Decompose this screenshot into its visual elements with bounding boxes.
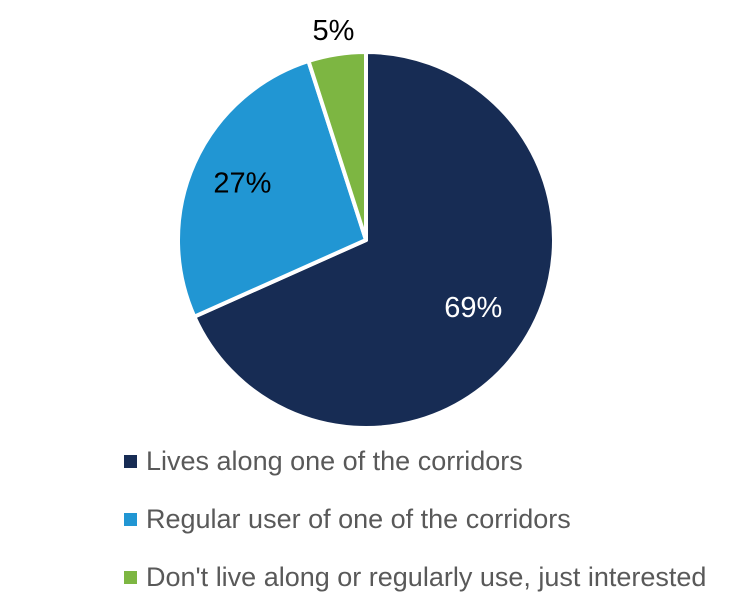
pie-slice-0 bbox=[192, 50, 556, 430]
legend-label-0: Lives along one of the corridors bbox=[146, 445, 523, 476]
legend-swatch-1 bbox=[124, 512, 137, 526]
pie-slices bbox=[176, 50, 556, 430]
legend-label-2: Don't live along or regularly use, just … bbox=[146, 561, 707, 592]
pie-data-label-1: 27% bbox=[213, 167, 271, 199]
legend-item-2: Don't live along or regularly use, just … bbox=[124, 548, 706, 606]
pie-data-label-0: 69% bbox=[444, 292, 502, 324]
legend-swatch-2 bbox=[124, 570, 137, 584]
pie-slice-2 bbox=[306, 50, 368, 242]
legend-label-1: Regular user of one of the corridors bbox=[146, 503, 571, 534]
pie-slice-1 bbox=[176, 59, 368, 319]
pie-data-labels: 69% 27% 5% bbox=[213, 15, 502, 324]
chart-legend: Lives along one of the corridors Regular … bbox=[124, 432, 706, 606]
legend-item-0: Lives along one of the corridors bbox=[124, 432, 706, 490]
legend-item-1: Regular user of one of the corridors bbox=[124, 490, 706, 548]
pie-chart: 69% 27% 5% bbox=[176, 15, 556, 430]
pie-data-label-2: 5% bbox=[313, 15, 355, 47]
legend-swatch-0 bbox=[124, 454, 137, 468]
